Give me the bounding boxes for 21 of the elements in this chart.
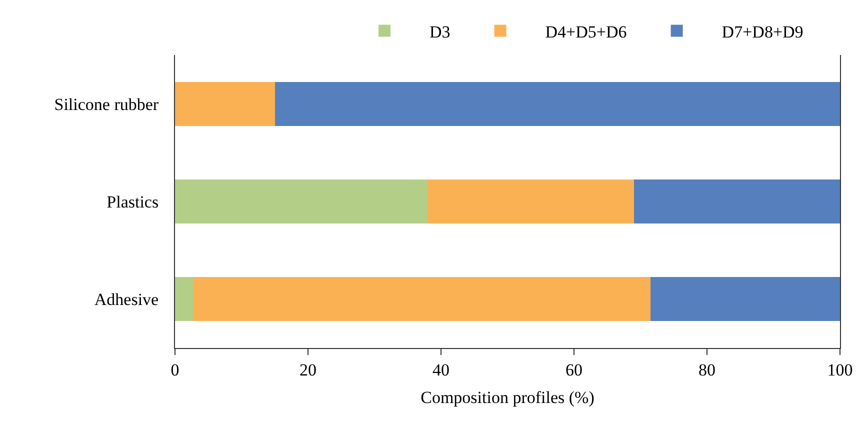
x-tick-label: 20 (300, 360, 316, 380)
bar (175, 277, 193, 322)
bar (428, 180, 634, 224)
x-tick-label: 0 (170, 360, 180, 380)
bar (192, 277, 650, 322)
x-tick-label: 100 (827, 360, 853, 380)
x-tick-label: 40 (432, 360, 450, 380)
y-tick-label: Plastics (106, 192, 159, 212)
legend-label: D4+D5+D6 (545, 22, 627, 42)
bar (634, 180, 840, 224)
legend-label: D7+D8+D9 (722, 22, 804, 42)
bar (650, 277, 840, 322)
x-axis-title: Composition profiles (%) (420, 388, 594, 407)
bar (175, 82, 275, 126)
x-tick-label: 60 (566, 360, 582, 380)
y-tick-label: Adhesive (94, 290, 159, 310)
x-tick-label: 80 (698, 360, 716, 380)
bar (175, 180, 428, 224)
legend-label: D3 (430, 22, 450, 42)
y-tick-label: Silicone rubber (54, 94, 159, 114)
bar (274, 82, 840, 126)
